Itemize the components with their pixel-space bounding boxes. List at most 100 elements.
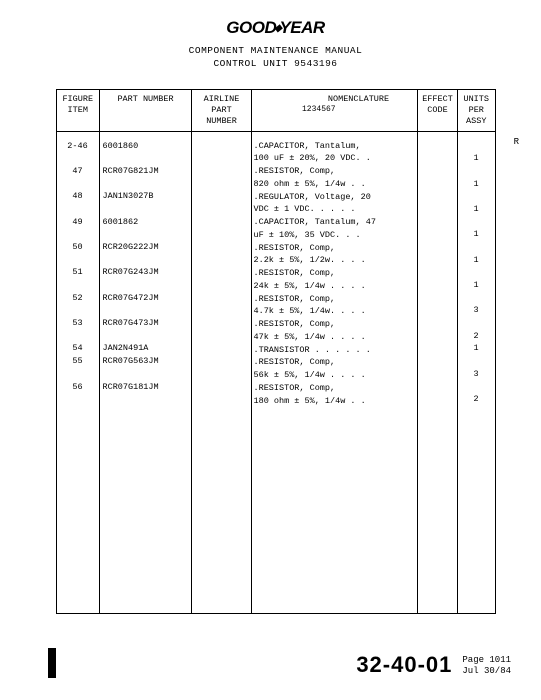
table-cell	[57, 152, 99, 165]
table-cell	[192, 228, 251, 241]
brand-left: GOOD	[226, 18, 276, 37]
table-cell: 53	[57, 317, 99, 330]
table-cell	[418, 266, 457, 279]
table-cell	[192, 152, 251, 165]
table-cell	[458, 241, 495, 254]
table-cell: 47k ± 5%, 1/4w . . . .	[254, 331, 417, 344]
col-body-eff	[418, 132, 458, 613]
table-cell: 54	[57, 342, 99, 355]
unit-title: CONTROL UNIT 9543196	[40, 57, 511, 70]
table-cell: .TRANSISTOR . . . . . .	[254, 344, 417, 357]
table-cell	[57, 254, 99, 267]
table-cell: RCR07G821JM	[103, 165, 191, 178]
table-cell: 1	[458, 254, 495, 267]
ata-section: 32-40-01	[356, 652, 452, 678]
table-cell	[57, 305, 99, 318]
table-cell	[418, 366, 457, 379]
table-cell	[418, 329, 457, 342]
table-cell: 820 ohm ± 5%, 1/4w . .	[254, 178, 417, 191]
table-cell	[192, 291, 251, 304]
table-cell: RCR07G181JM	[103, 381, 191, 394]
table-cell: 2	[458, 393, 495, 406]
footer-bar-icon	[48, 648, 56, 678]
table-cell	[418, 165, 457, 178]
table-cell	[192, 341, 251, 354]
table-cell	[57, 178, 99, 191]
table-cell	[103, 330, 191, 343]
table-cell	[418, 240, 457, 253]
table-cell: RCR07G563JM	[103, 355, 191, 368]
table-cell	[418, 203, 457, 216]
brand-right: YEAR	[279, 18, 324, 37]
parts-table: FIGUREITEM PART NUMBER AIRLINEPARTNUMBER…	[56, 89, 496, 614]
table-cell	[103, 229, 191, 242]
table-cell	[192, 266, 251, 279]
table-cell	[192, 215, 251, 228]
table-cell: 50	[57, 241, 99, 254]
brand-logo: GOOD◆YEAR	[40, 18, 511, 38]
table-cell: 6001860	[103, 140, 191, 153]
table-cell	[192, 392, 251, 405]
table-cell: .REGULATOR, Voltage, 20	[254, 191, 417, 204]
table-cell	[103, 368, 191, 381]
table-cell: 51	[57, 266, 99, 279]
table-cell: 1	[458, 279, 495, 292]
table-cell: uF ± 10%, 35 VDC. . .	[254, 229, 417, 242]
title-block: COMPONENT MAINTENANCE MANUAL CONTROL UNI…	[40, 44, 511, 71]
table-cell: RCR07G243JM	[103, 266, 191, 279]
col-body-units: 11111132132	[458, 132, 495, 613]
table-cell	[192, 316, 251, 329]
table-cell	[192, 190, 251, 203]
table-cell	[103, 152, 191, 165]
manual-title: COMPONENT MAINTENANCE MANUAL	[40, 44, 511, 57]
table-cell	[418, 303, 457, 316]
table-cell: 2-46	[57, 140, 99, 153]
table-cell	[418, 190, 457, 203]
table-cell: .RESISTOR, Comp,	[254, 356, 417, 369]
page-footer: 32-40-01 Page 1011 Jul 30/84	[48, 648, 511, 678]
table-cell	[103, 178, 191, 191]
col-units: UNITSPERASSY	[458, 90, 495, 132]
table-cell	[192, 165, 251, 178]
table-cell: JAN2N491A	[103, 342, 191, 355]
table-cell	[103, 305, 191, 318]
table-cell: .CAPACITOR, Tantalum,	[254, 140, 417, 153]
table-cell	[458, 292, 495, 305]
table-cell: 56	[57, 381, 99, 394]
col-figure: FIGUREITEM	[57, 90, 100, 132]
table-cell: JAN1N3027B	[103, 190, 191, 203]
table-cell: 6001862	[103, 216, 191, 229]
table-cell	[192, 354, 251, 367]
table-cell	[192, 203, 251, 216]
table-cell	[57, 229, 99, 242]
table-cell: 3	[458, 368, 495, 381]
table-cell: .RESISTOR, Comp,	[254, 242, 417, 255]
page-date: Jul 30/84	[462, 666, 511, 678]
table-cell	[57, 368, 99, 381]
table-cell	[458, 165, 495, 178]
table-cell	[57, 203, 99, 216]
table-cell: 56k ± 5%, 1/4w . . . .	[254, 369, 417, 382]
table-cell: .RESISTOR, Comp,	[254, 382, 417, 395]
table-cell	[458, 355, 495, 368]
table-cell	[418, 178, 457, 191]
table-cell: 55	[57, 355, 99, 368]
table-cell	[192, 278, 251, 291]
table-cell	[418, 215, 457, 228]
table-cell	[458, 381, 495, 394]
table-cell: 1	[458, 203, 495, 216]
table-cell	[103, 393, 191, 406]
table-cell	[57, 330, 99, 343]
table-cell	[57, 393, 99, 406]
table-cell: .RESISTOR, Comp,	[254, 293, 417, 306]
col-airline: AIRLINEPARTNUMBER	[192, 90, 252, 132]
page-number: Page 1011	[462, 655, 511, 667]
col-effect: EFFECTCODE	[418, 90, 458, 132]
table-cell	[418, 379, 457, 392]
revision-mark: R	[514, 137, 519, 147]
table-cell: 47	[57, 165, 99, 178]
table-cell	[418, 291, 457, 304]
table-cell: .RESISTOR, Comp,	[254, 318, 417, 331]
table-cell: 2.2k ± 5%, 1/2w. . . .	[254, 254, 417, 267]
table-cell	[192, 253, 251, 266]
